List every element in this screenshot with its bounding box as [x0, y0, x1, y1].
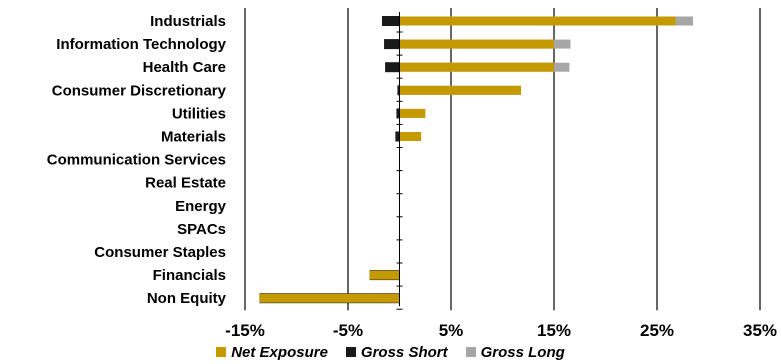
legend-item: Gross Short — [345, 343, 448, 361]
net-exposure-bar — [399, 108, 426, 118]
category-label: Materials — [161, 129, 226, 146]
x-tick-label: -15% — [225, 321, 265, 340]
category-label: Utilities — [172, 105, 226, 122]
legend-swatch — [216, 347, 227, 357]
category-label: Financials — [153, 267, 226, 284]
net-exposure-bar — [399, 62, 554, 72]
category-label: Communication Services — [47, 152, 226, 169]
category-label: Health Care — [143, 59, 226, 76]
net-exposure-bar — [259, 293, 400, 303]
net-exposure-bar — [399, 85, 522, 95]
legend: Net Exposure Gross Short Gross Long — [0, 342, 781, 362]
category-label: Industrials — [150, 13, 226, 30]
gross-short-bar — [395, 131, 400, 142]
category-label: Non Equity — [147, 290, 227, 307]
legend-swatch — [345, 347, 356, 357]
zero-axis — [396, 12, 403, 310]
tick-labels: -15% -5% 5% 15% 25% 35% — [225, 321, 777, 340]
category-label: SPACs — [177, 221, 226, 238]
bar-chart: Industrials Information Technology Health … — [47, 8, 777, 340]
gross-short-bar — [384, 39, 400, 50]
net-exposure-bar — [369, 270, 400, 280]
gross-short-bar — [396, 108, 400, 119]
legend-label: Gross Short — [360, 343, 448, 361]
legend-label: Gross Long — [480, 343, 565, 361]
category-label: Consumer Staples — [94, 244, 226, 261]
legend-label: Net Exposure — [231, 343, 328, 361]
category-label: Consumer Discretionary — [52, 82, 227, 99]
x-tick-label: 35% — [743, 321, 777, 340]
net-exposure-bar — [399, 39, 554, 49]
gridlines — [244, 8, 761, 311]
x-tick-label: 25% — [640, 321, 674, 340]
category-label: Information Technology — [56, 36, 226, 53]
x-tick-label: 15% — [537, 321, 571, 340]
category-labels: Industrials Information Technology Health … — [47, 13, 227, 307]
legend-item: Net Exposure — [216, 344, 328, 361]
x-tick-label: -5% — [333, 321, 363, 340]
gross-short-bar — [381, 16, 400, 26]
category-label: Real Estate — [145, 175, 226, 192]
gross-short-bar — [385, 62, 400, 73]
legend-swatch — [465, 347, 476, 357]
legend-item: Gross Long — [465, 343, 565, 361]
net-exposure-bar — [399, 132, 422, 141]
category-label: Energy — [175, 198, 227, 215]
gross-short-bar — [397, 85, 400, 96]
x-tick-label: 5% — [439, 321, 464, 340]
net-exposure-bar — [399, 16, 676, 26]
bars — [259, 16, 694, 304]
